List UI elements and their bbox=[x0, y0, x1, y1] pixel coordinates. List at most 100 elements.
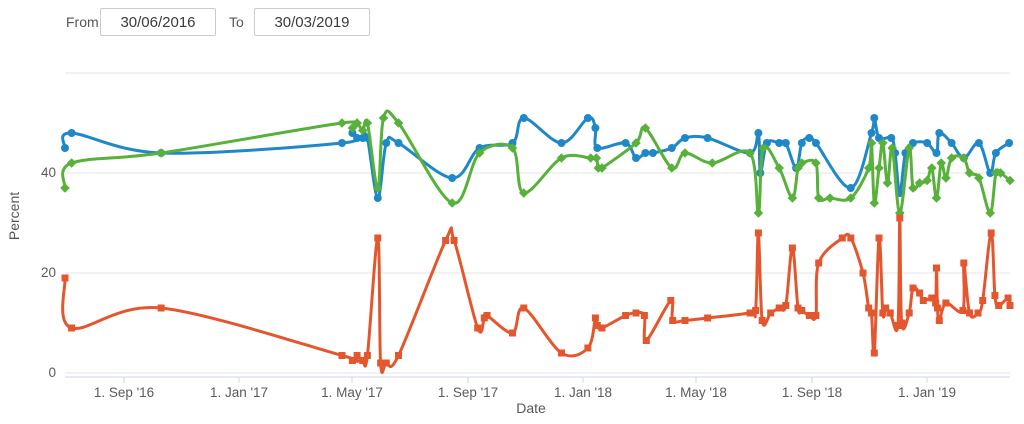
data-point-marker bbox=[815, 259, 823, 267]
data-point-marker bbox=[870, 349, 878, 357]
green-series[interactable] bbox=[60, 109, 1015, 218]
data-point-marker bbox=[591, 153, 602, 163]
data-point-marker bbox=[922, 175, 932, 186]
data-point-marker bbox=[859, 269, 867, 277]
data-point-marker bbox=[598, 324, 606, 332]
data-point-marker bbox=[1005, 139, 1014, 147]
data-point-marker bbox=[959, 153, 969, 163]
data-point-marker bbox=[898, 319, 906, 327]
from-date-input[interactable] bbox=[100, 8, 216, 36]
data-point-marker bbox=[448, 174, 457, 182]
data-point-marker bbox=[882, 304, 890, 312]
data-point-marker bbox=[987, 229, 995, 237]
data-point-marker bbox=[642, 337, 650, 344]
data-point-marker bbox=[447, 198, 457, 208]
data-point-marker bbox=[793, 163, 803, 173]
data-point-marker bbox=[640, 123, 651, 133]
data-point-marker bbox=[905, 309, 913, 317]
data-point-marker bbox=[373, 183, 383, 193]
data-point-marker bbox=[847, 234, 855, 242]
data-point-marker bbox=[754, 229, 762, 237]
data-point-marker bbox=[775, 139, 784, 147]
data-point-marker bbox=[932, 149, 941, 157]
data-point-marker bbox=[758, 143, 768, 153]
x-tick-label: 1. Sep '18 bbox=[782, 385, 842, 400]
data-point-marker bbox=[805, 312, 813, 319]
data-point-marker bbox=[753, 208, 764, 218]
data-point-marker bbox=[788, 244, 796, 252]
data-point-marker bbox=[974, 139, 983, 147]
data-point-marker bbox=[979, 297, 987, 304]
y-axis-labels: 0 20 40 bbox=[41, 165, 56, 380]
data-point-marker bbox=[640, 312, 648, 319]
orange-series-line bbox=[61, 216, 1012, 374]
data-point-marker bbox=[923, 139, 932, 147]
data-point-marker bbox=[974, 309, 982, 317]
data-point-marker bbox=[593, 144, 602, 152]
data-point-marker bbox=[838, 234, 846, 242]
x-tick-label: 1. Jan '18 bbox=[554, 385, 612, 400]
data-point-marker bbox=[896, 214, 904, 222]
data-point-marker bbox=[584, 344, 592, 352]
data-point-marker bbox=[865, 304, 873, 312]
data-point-marker bbox=[681, 134, 689, 142]
data-point-marker bbox=[774, 163, 784, 173]
data-point-marker bbox=[869, 198, 880, 208]
data-point-marker bbox=[874, 163, 884, 173]
data-point-marker bbox=[519, 114, 528, 122]
data-point-marker bbox=[875, 234, 883, 242]
data-point-marker bbox=[382, 139, 391, 147]
data-point-marker bbox=[798, 307, 806, 314]
data-point-marker bbox=[927, 163, 937, 173]
data-point-marker bbox=[680, 148, 690, 158]
data-point-marker bbox=[60, 183, 70, 193]
data-point-marker bbox=[1004, 294, 1012, 302]
data-point-marker bbox=[474, 324, 482, 332]
data-point-marker bbox=[374, 234, 382, 242]
data-point-marker bbox=[157, 304, 165, 312]
data-point-marker bbox=[450, 237, 458, 244]
data-point-marker bbox=[941, 173, 951, 183]
data-point-marker bbox=[338, 352, 346, 359]
data-point-marker bbox=[974, 173, 984, 183]
data-point-marker bbox=[347, 123, 358, 133]
data-point-marker bbox=[746, 309, 754, 317]
x-tick-label: 1. Sep '17 bbox=[438, 385, 498, 400]
data-point-marker bbox=[632, 309, 640, 317]
x-tick-label: 1. Sep '16 bbox=[94, 385, 154, 400]
data-point-marker bbox=[960, 259, 968, 267]
data-point-marker bbox=[867, 129, 876, 137]
data-point-marker bbox=[583, 114, 592, 122]
data-point-marker bbox=[68, 324, 76, 332]
data-point-marker bbox=[631, 138, 641, 148]
data-point-marker bbox=[752, 307, 760, 314]
data-point-marker bbox=[337, 118, 347, 128]
x-tick-label: 1. Jan '17 bbox=[210, 385, 268, 400]
data-point-marker bbox=[782, 302, 790, 309]
data-point-marker bbox=[474, 148, 485, 158]
data-point-marker bbox=[621, 139, 630, 147]
to-date-input[interactable] bbox=[254, 8, 370, 36]
data-point-marker bbox=[667, 163, 677, 173]
data-point-marker bbox=[357, 125, 368, 136]
data-point-marker bbox=[362, 118, 373, 128]
data-point-marker bbox=[936, 158, 946, 168]
x-tick-label: 1. May '18 bbox=[665, 385, 727, 400]
data-point-marker bbox=[916, 289, 924, 297]
data-point-marker bbox=[591, 314, 599, 322]
data-point-marker bbox=[882, 178, 893, 188]
data-point-marker bbox=[797, 158, 807, 168]
data-point-marker bbox=[934, 304, 941, 312]
data-point-marker bbox=[946, 153, 957, 163]
orange-series[interactable] bbox=[61, 214, 1014, 374]
data-point-marker bbox=[754, 129, 763, 137]
x-axis-title: Date bbox=[516, 400, 546, 416]
data-point-marker bbox=[61, 144, 69, 152]
data-point-marker bbox=[703, 134, 712, 142]
data-point-marker bbox=[557, 139, 566, 147]
data-point-marker bbox=[507, 143, 518, 153]
data-point-marker bbox=[991, 292, 999, 299]
data-point-marker bbox=[879, 309, 887, 317]
data-point-marker bbox=[846, 184, 855, 192]
